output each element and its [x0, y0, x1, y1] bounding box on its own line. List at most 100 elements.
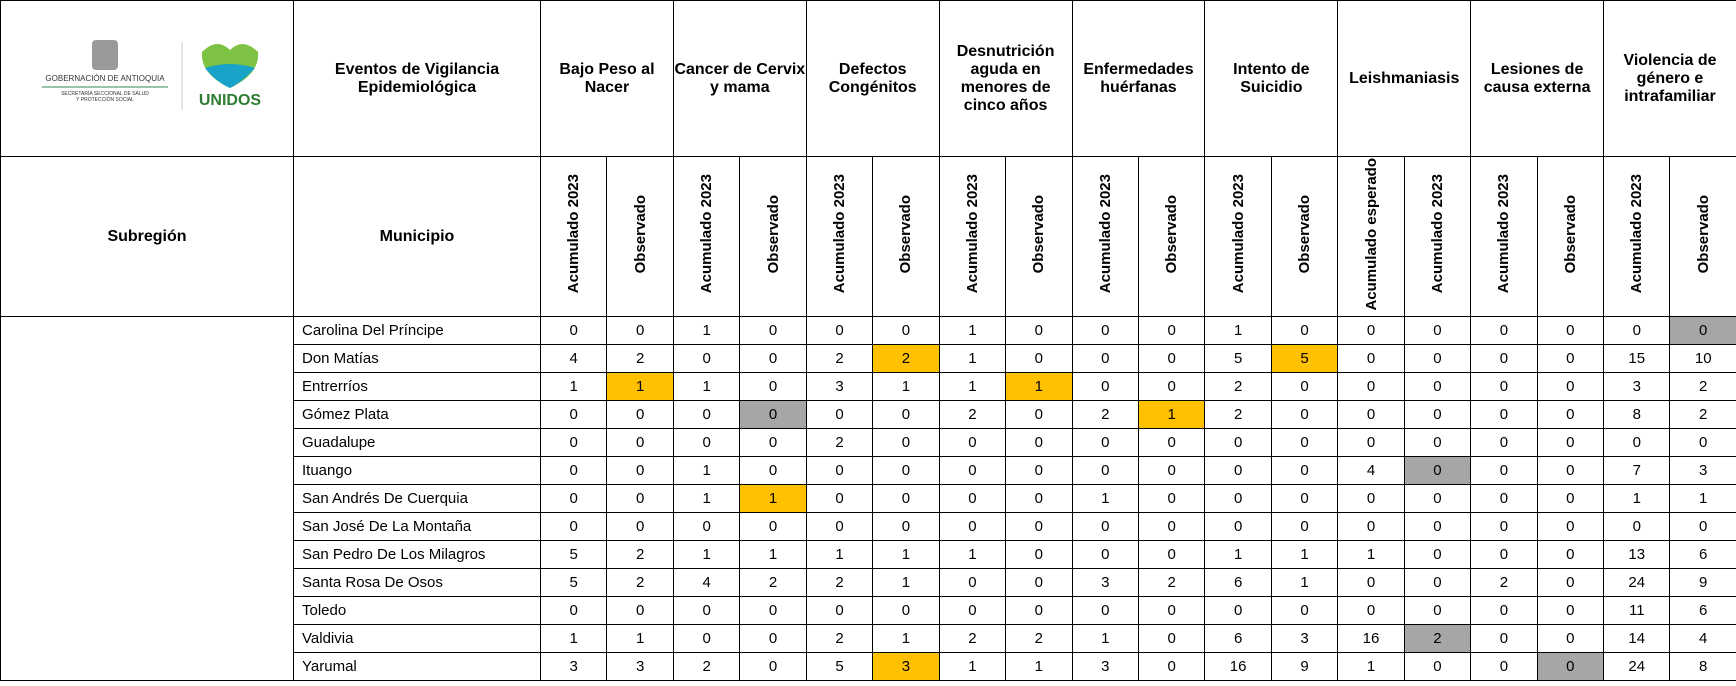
column-header: Acumulado 2023 — [672, 156, 741, 317]
column-header-text: Observado — [1296, 194, 1314, 274]
value-cell: 0 — [1137, 316, 1206, 345]
value-cell: 0 — [1403, 400, 1472, 429]
value-cell: 2 — [1669, 400, 1736, 429]
value-cell: 0 — [1536, 344, 1605, 373]
value-cell: 0 — [872, 596, 940, 625]
value-cell: 0 — [1403, 512, 1472, 541]
value-cell: 0 — [1403, 428, 1472, 457]
value-cell: 0 — [739, 652, 807, 681]
logo-wave — [205, 63, 255, 88]
value-cell: 0 — [1536, 540, 1605, 569]
value-cell: 1 — [672, 484, 741, 513]
value-cell: 5 — [1270, 344, 1339, 373]
value-cell: 1 — [1270, 540, 1339, 569]
value-cell: 0 — [1536, 512, 1605, 541]
value-cell: 0 — [872, 484, 940, 513]
value-cell: 3 — [1071, 652, 1139, 681]
value-cell: 3 — [606, 652, 674, 681]
value-cell: 1 — [739, 540, 807, 569]
logo-line1: GOBERNACIÓN DE ANTIOQUIA — [45, 74, 165, 83]
value-cell: 0 — [606, 512, 674, 541]
value-cell: 0 — [739, 512, 807, 541]
value-cell: 0 — [1536, 316, 1605, 345]
value-cell: 0 — [739, 400, 807, 429]
value-cell: 0 — [1005, 568, 1073, 597]
value-cell: 4 — [1337, 456, 1405, 485]
value-cell: 5 — [1204, 344, 1272, 373]
subheader-row: Subregión Municipio Acumulado 2023 Observ… — [0, 156, 1736, 317]
value-cell: 3 — [539, 652, 608, 681]
value-cell: 1 — [805, 540, 874, 569]
value-cell: 14 — [1603, 624, 1671, 653]
data-row: Yarumal 3 3 2 0 5 3 1 1 3 0 16 9 1 0 0 0 24 8 — [1, 652, 1736, 681]
value-cell: 1 — [739, 484, 807, 513]
value-cell: 0 — [1270, 316, 1339, 345]
column-header: Acumulado esperado — [1337, 156, 1405, 317]
value-cell: 0 — [606, 428, 674, 457]
value-cell: 1 — [1071, 484, 1139, 513]
value-cell: 0 — [938, 512, 1007, 541]
value-cell: 0 — [1204, 484, 1272, 513]
value-cell: 1 — [1669, 484, 1736, 513]
municipio-cell: Carolina Del Príncipe — [293, 316, 541, 345]
value-cell: 0 — [1337, 344, 1405, 373]
value-cell: 0 — [739, 372, 807, 401]
value-cell: 0 — [1005, 484, 1073, 513]
value-cell: 7 — [1603, 456, 1671, 485]
value-cell: 0 — [1005, 596, 1073, 625]
value-cell: 0 — [1603, 512, 1671, 541]
value-cell: 0 — [539, 512, 608, 541]
value-cell: 0 — [1337, 568, 1405, 597]
data-row: Entrerríos 1 1 1 0 3 1 1 1 0 0 2 0 0 0 0 0 3 2 — [1, 372, 1736, 401]
value-cell: 9 — [1270, 652, 1339, 681]
value-cell: 0 — [872, 428, 940, 457]
event-header: Violencia de género e intrafamiliar — [1603, 0, 1736, 157]
value-cell: 0 — [1536, 428, 1605, 457]
value-cell: 0 — [1204, 512, 1272, 541]
municipio-cell: Guadalupe — [293, 428, 541, 457]
value-cell: 1 — [938, 344, 1007, 373]
logo-line3: Y PROTECCIÓN SOCIAL — [76, 96, 134, 103]
value-cell: 0 — [606, 484, 674, 513]
event-header: Cancer de Cervix y mama — [672, 0, 807, 157]
value-cell: 0 — [1071, 596, 1139, 625]
municipio-cell: Valdivia — [293, 624, 541, 653]
column-header-text: Acumulado 2023 — [1229, 174, 1247, 294]
value-cell: 0 — [1337, 428, 1405, 457]
column-header: Acumulado 2023 — [805, 156, 874, 317]
municipio-cell: Don Matías — [293, 344, 541, 373]
value-cell: 2 — [1005, 624, 1073, 653]
value-cell: 2 — [805, 344, 874, 373]
value-cell: 0 — [1270, 400, 1339, 429]
column-header-text: Observado — [1561, 194, 1579, 274]
value-cell: 2 — [1403, 624, 1472, 653]
value-cell: 1 — [1005, 372, 1073, 401]
value-cell: 0 — [1005, 400, 1073, 429]
column-header: Acumulado 2023 — [539, 156, 608, 317]
column-header-text: Observado — [764, 194, 782, 274]
value-cell: 0 — [1337, 316, 1405, 345]
event-header: Defectos Congénitos — [805, 0, 940, 157]
value-cell: 0 — [1071, 316, 1139, 345]
value-cell: 0 — [1470, 316, 1538, 345]
data-row: Santa Rosa De Osos 5 2 4 2 2 1 0 0 3 2 6 1 0 0 2 0 24 9 — [1, 568, 1736, 597]
value-cell: 1 — [1071, 624, 1139, 653]
value-cell: 0 — [1137, 596, 1206, 625]
value-cell: 0 — [1071, 456, 1139, 485]
value-cell: 15 — [1603, 344, 1671, 373]
value-cell: 0 — [672, 428, 741, 457]
value-cell: 0 — [739, 344, 807, 373]
value-cell: 0 — [1669, 512, 1736, 541]
value-cell: 0 — [1536, 596, 1605, 625]
value-cell: 0 — [539, 316, 608, 345]
value-cell: 4 — [672, 568, 741, 597]
value-cell: 0 — [1536, 484, 1605, 513]
municipio-cell: San José De La Montaña — [293, 512, 541, 541]
value-cell: 0 — [739, 596, 807, 625]
value-cell: 1 — [1337, 540, 1405, 569]
value-cell: 0 — [938, 596, 1007, 625]
value-cell: 0 — [1470, 540, 1538, 569]
value-cell: 0 — [1470, 484, 1538, 513]
column-header: Acumulado 2023 — [1403, 156, 1472, 317]
value-cell: 0 — [1270, 428, 1339, 457]
